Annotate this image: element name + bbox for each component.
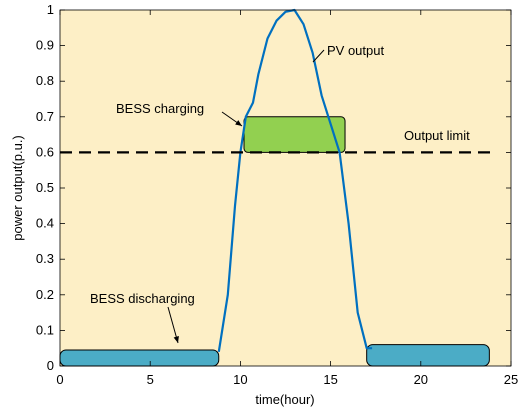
x-tick-label: 25	[504, 372, 518, 387]
bess-charging-label: BESS charging	[116, 101, 204, 116]
pv-output-line	[217, 8, 373, 352]
bess-discharging-region	[59, 349, 220, 367]
y-tick-label: 0.2	[36, 287, 54, 302]
y-tick-label: 0.5	[36, 180, 54, 195]
x-tick-label: 10	[233, 372, 247, 387]
bess-discharging-label: BESS discharging	[90, 291, 195, 306]
regions	[59, 116, 490, 367]
y-tick-label: 1	[47, 2, 54, 17]
pv-output-label: PV output	[327, 43, 384, 58]
bess-discharging-region	[366, 344, 490, 367]
y-tick-label: 0	[47, 358, 54, 373]
lines	[60, 8, 493, 352]
y-tick-label: 0.6	[36, 144, 54, 159]
output-limit-label: Output limit	[404, 128, 470, 143]
x-tick-label: 5	[147, 372, 154, 387]
x-tick-label: 0	[56, 372, 63, 387]
x-tick-label: 15	[323, 372, 337, 387]
y-tick-label: 0.1	[36, 322, 54, 337]
x-axis-label: time(hour)	[255, 392, 314, 407]
y-tick-label: 0.7	[36, 109, 54, 124]
y-tick-label: 0.3	[36, 251, 54, 266]
y-axis-label: power output(p.u.)	[10, 135, 25, 241]
bess-charging-arrow-head	[235, 120, 242, 126]
bess-discharging-arrow-head	[173, 336, 179, 343]
x-tick-label: 20	[414, 372, 428, 387]
axes: 0 5 10 15 20 25 0 0.1 0.2 0.3 0.4 0.5 0.6 0.7 0.8 0.9 1	[36, 2, 518, 387]
y-tick-label: 0.4	[36, 216, 54, 231]
y-tick-label: 0.8	[36, 73, 54, 88]
plot-background	[60, 10, 511, 366]
pv-output-leader	[312, 49, 325, 63]
y-tick-label: 0.9	[36, 38, 54, 53]
annotations: PV output BESS charging Output limit BESS d…	[90, 43, 470, 344]
